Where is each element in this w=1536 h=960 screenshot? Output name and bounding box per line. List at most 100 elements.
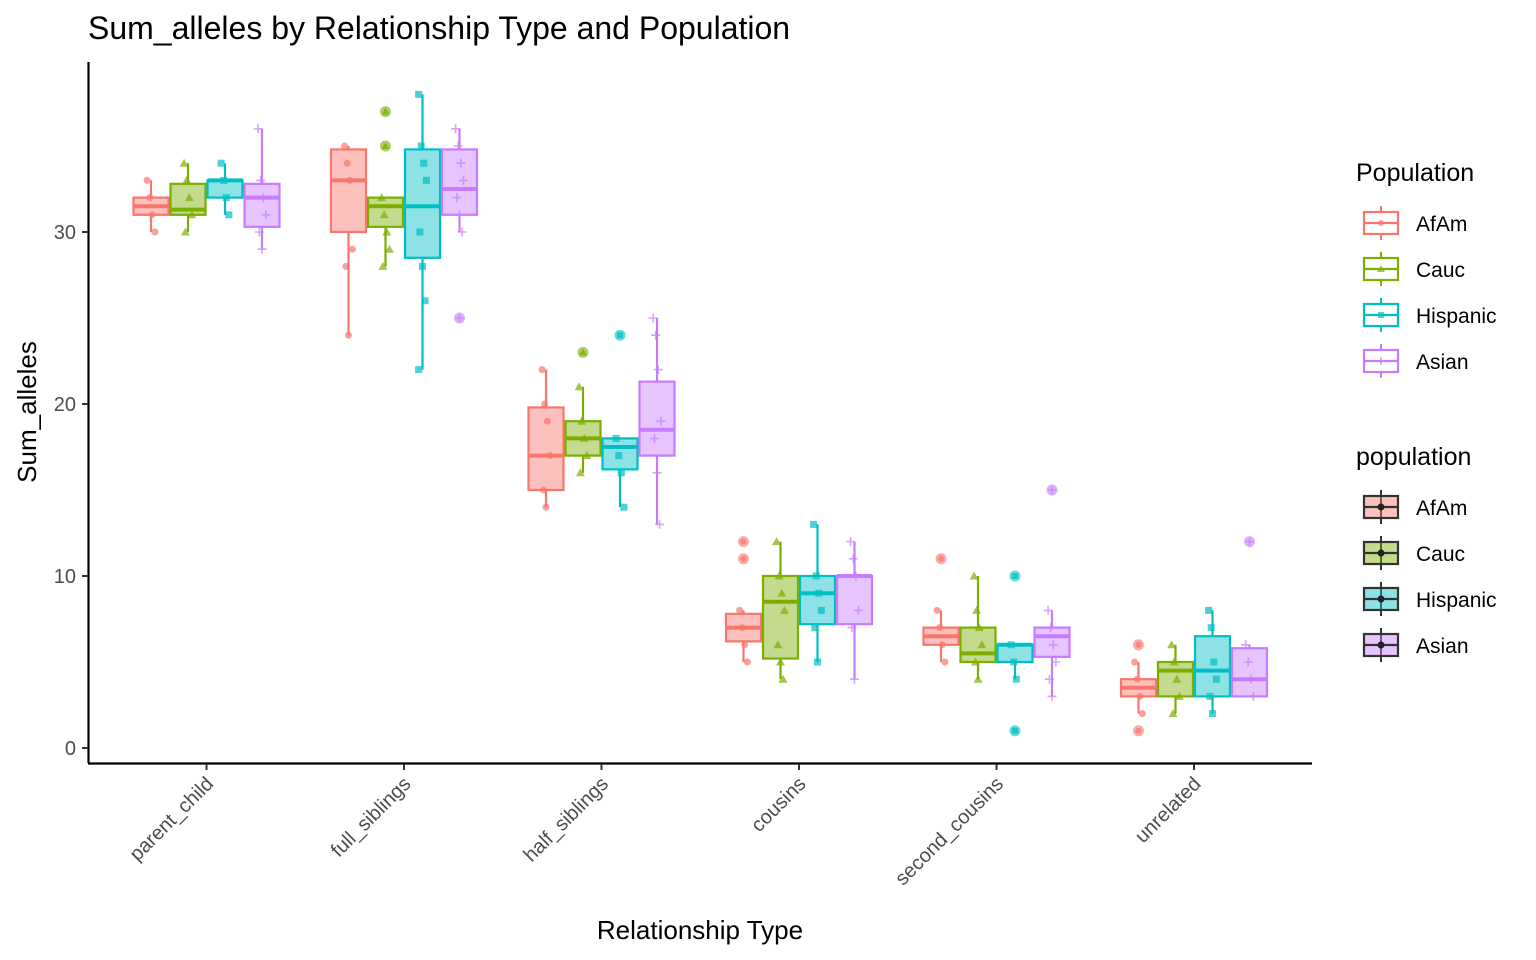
- data-point: [1012, 727, 1018, 734]
- y-axis-label: Sum_alleles: [12, 341, 42, 483]
- data-point: [253, 124, 263, 134]
- data-point: [814, 658, 821, 666]
- data-point: [381, 107, 390, 115]
- legend-title: population: [1356, 443, 1471, 471]
- data-point: [1043, 605, 1053, 615]
- box-parent_child-AfAm: [132, 176, 170, 236]
- x-tick-label: full_siblings: [327, 773, 416, 862]
- data-point: [180, 227, 190, 236]
- data-point: [225, 211, 233, 219]
- box-half_siblings-Asian: [638, 313, 676, 529]
- x-tick-label: half_siblings: [520, 773, 613, 866]
- box-unrelated-Cauc: [1156, 640, 1195, 718]
- data-point: [1010, 658, 1018, 666]
- data-point: [617, 469, 625, 477]
- data-point: [379, 210, 389, 219]
- data-point: [1135, 727, 1142, 734]
- legend-dot: [1377, 641, 1385, 649]
- legend-title: Population: [1356, 159, 1474, 187]
- data-point: [741, 641, 749, 649]
- data-point: [933, 606, 941, 614]
- box-iqr: [440, 148, 479, 216]
- data-point: [574, 382, 584, 391]
- data-point: [1210, 658, 1218, 666]
- box-iqr: [1230, 647, 1269, 698]
- data-point: [846, 537, 856, 547]
- box-iqr: [798, 574, 837, 626]
- data-point: [848, 554, 858, 564]
- data-point: [1138, 710, 1146, 718]
- data-point: [378, 261, 388, 270]
- box-unrelated-Hispanic: [1193, 606, 1232, 718]
- box-parent_child-Cauc: [169, 158, 207, 236]
- data-point: [1209, 710, 1216, 718]
- data-point: [938, 555, 944, 562]
- chart-title: Sum_alleles by Relationship Type and Pop…: [88, 10, 790, 46]
- box-second_cousins-Cauc: [959, 571, 997, 683]
- data-point: [1205, 606, 1213, 614]
- data-point: [1048, 486, 1056, 494]
- legend-key: [1362, 536, 1400, 570]
- y-tick-label: 30: [54, 222, 76, 244]
- legend-key: [1362, 628, 1400, 662]
- data-point: [341, 142, 349, 150]
- box-iqr: [835, 574, 874, 626]
- box-half_siblings-Cauc: [564, 346, 602, 477]
- box-unrelated-AfAm: [1119, 639, 1158, 737]
- data-point: [777, 588, 787, 597]
- data-point: [772, 537, 782, 546]
- data-point: [810, 520, 818, 528]
- data-point: [452, 193, 462, 203]
- data-point: [342, 262, 350, 270]
- data-point: [343, 159, 351, 167]
- data-point: [977, 640, 987, 649]
- data-point: [1207, 624, 1215, 632]
- legend-label: Hispanic: [1416, 305, 1497, 328]
- data-point: [542, 503, 550, 511]
- data-point: [936, 624, 944, 632]
- data-point: [815, 589, 823, 597]
- box-iqr: [1033, 626, 1071, 658]
- data-point: [381, 142, 390, 149]
- data-point: [1047, 691, 1057, 701]
- data-point: [451, 124, 461, 134]
- y-tick-label: 10: [54, 566, 76, 588]
- data-point: [653, 365, 663, 375]
- data-point: [648, 313, 658, 323]
- box-cousins-Hispanic: [798, 520, 837, 666]
- data-point: [377, 193, 387, 202]
- data-point: [421, 297, 429, 305]
- box-second_cousins-AfAm: [922, 553, 960, 666]
- data-point: [182, 175, 192, 184]
- box-full_siblings-Asian: [440, 124, 479, 324]
- data-point: [972, 605, 982, 614]
- data-point: [1133, 675, 1141, 683]
- data-point: [457, 227, 467, 237]
- legend-label: Cauc: [1416, 543, 1465, 566]
- data-point: [738, 624, 746, 632]
- data-point: [779, 605, 789, 614]
- data-point: [938, 641, 946, 649]
- data-point: [543, 417, 551, 425]
- y-axis-ticks: 0 10 20 30: [54, 222, 88, 760]
- data-point: [420, 159, 428, 167]
- data-point: [740, 538, 747, 545]
- data-point: [220, 176, 228, 184]
- data-point: [577, 416, 587, 425]
- box-half_siblings-AfAm: [527, 366, 565, 511]
- data-point: [776, 657, 785, 666]
- box-full_siblings-AfAm: [329, 142, 368, 339]
- data-point: [184, 193, 194, 202]
- data-point: [1012, 675, 1020, 683]
- data-point: [773, 640, 783, 649]
- box-iqr: [638, 380, 676, 457]
- data-point: [455, 314, 464, 322]
- data-point: [1377, 357, 1385, 365]
- data-point: [1212, 675, 1220, 683]
- data-point: [257, 244, 267, 254]
- data-point: [620, 503, 628, 511]
- data-point: [1136, 692, 1144, 700]
- data-point: [1168, 709, 1178, 718]
- legend-label: Hispanic: [1416, 589, 1497, 612]
